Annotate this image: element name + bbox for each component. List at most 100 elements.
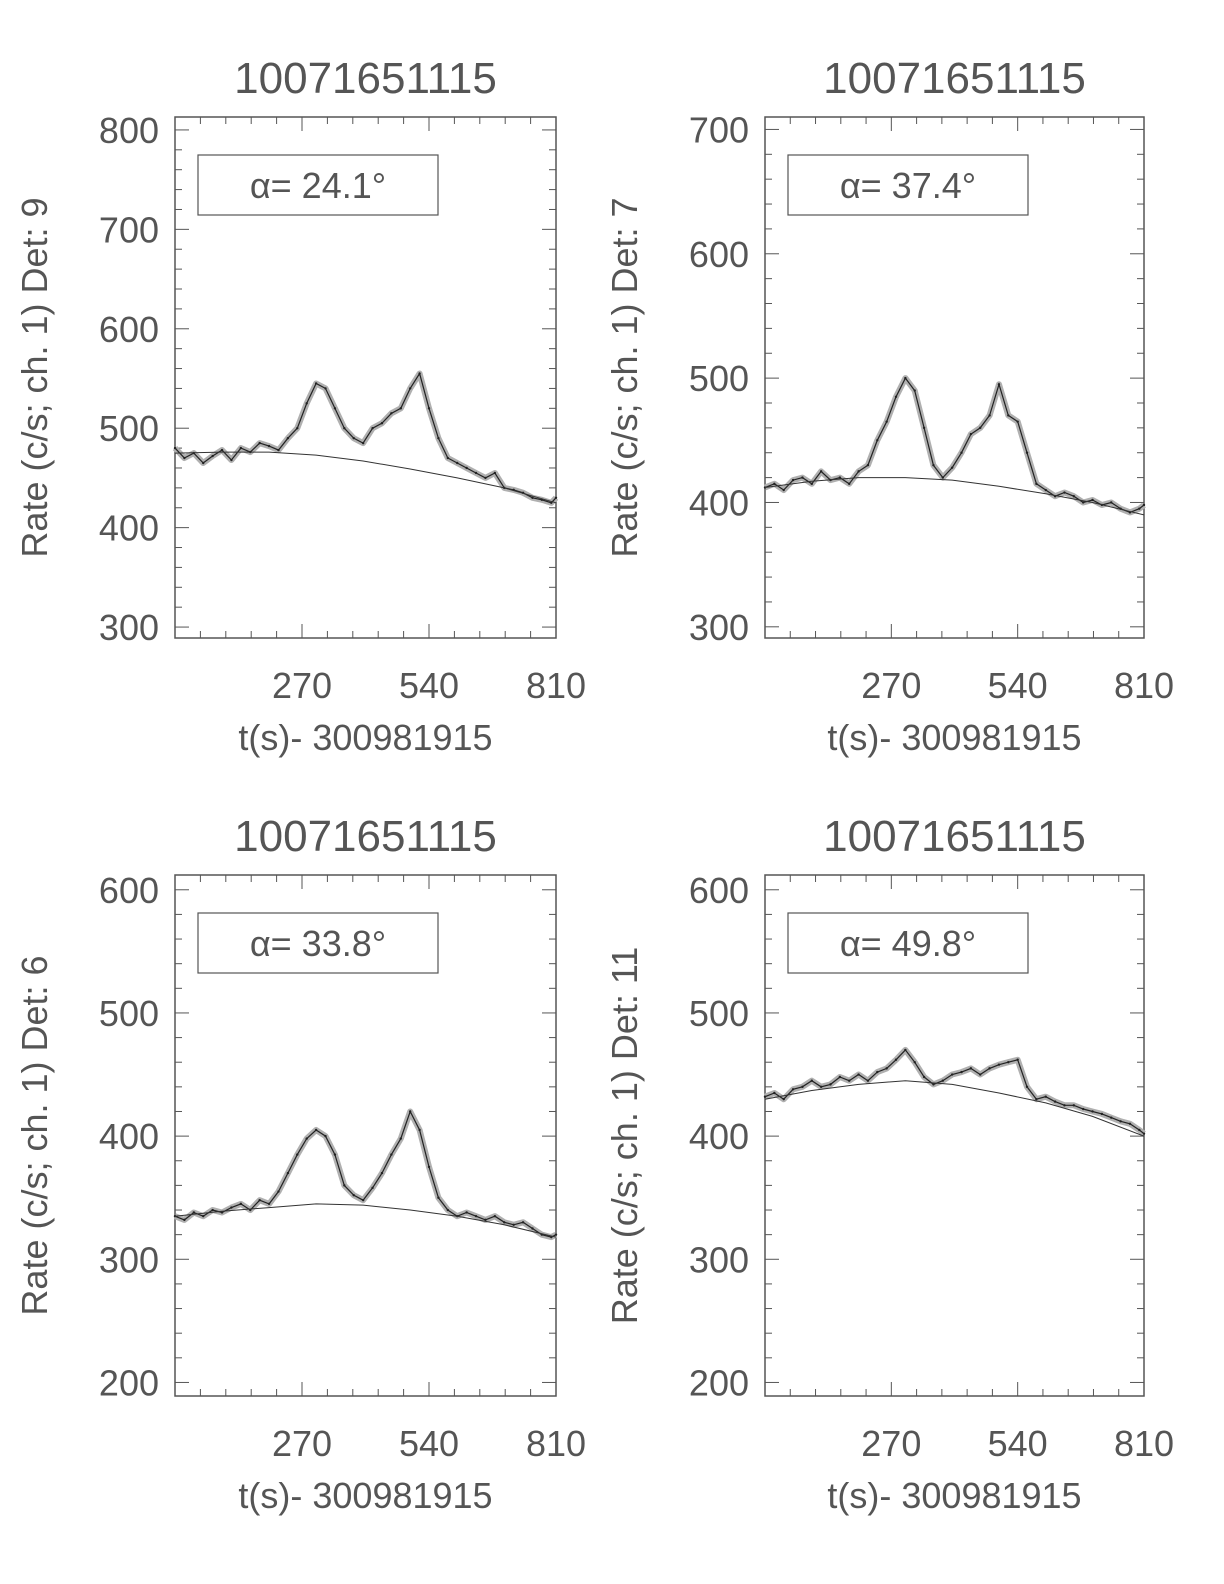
data-point	[810, 482, 813, 486]
y-tick-label: 500	[689, 358, 749, 399]
data-point	[211, 1208, 214, 1212]
data-point	[1063, 491, 1066, 494]
data-point	[418, 1128, 421, 1132]
data-point	[819, 1085, 823, 1089]
data-point	[324, 1134, 327, 1138]
data-point	[296, 427, 299, 430]
plot-frame	[764, 116, 1145, 639]
data-point	[258, 1198, 261, 1202]
data-point	[1091, 1110, 1094, 1113]
annotation-box	[197, 154, 439, 216]
data-point	[202, 461, 205, 465]
data-point	[1044, 1095, 1047, 1098]
chart-title: 10071651115	[234, 54, 497, 103]
x-tick-label: 540	[399, 665, 459, 706]
y-tick-label: 700	[99, 209, 159, 250]
data-point	[371, 427, 374, 430]
data-point	[352, 436, 355, 440]
data-point	[343, 1184, 346, 1187]
y-tick-label: 400	[99, 508, 159, 549]
data-point	[211, 454, 214, 458]
data-point	[305, 402, 308, 405]
data-point	[1053, 1100, 1057, 1103]
data-point	[913, 1061, 916, 1064]
x-tick-label: 810	[1114, 665, 1174, 706]
data-point	[838, 1075, 842, 1079]
data-point	[239, 446, 243, 450]
data-point	[1016, 1058, 1019, 1061]
data-point	[1119, 1120, 1122, 1123]
data-point	[202, 1214, 205, 1218]
y-tick-label: 200	[689, 1362, 749, 1403]
data-point	[791, 1088, 795, 1091]
y-tick-label: 300	[99, 1239, 159, 1280]
data-point	[1072, 495, 1076, 498]
data-point	[1091, 498, 1094, 502]
error-band	[763, 375, 1146, 516]
data-point	[988, 414, 991, 417]
data-point	[446, 1208, 450, 1212]
data-point	[418, 372, 421, 375]
data-point	[913, 389, 916, 392]
error-band	[763, 1046, 1146, 1137]
data-point	[857, 470, 860, 473]
data-point	[465, 466, 468, 470]
data-point	[305, 1137, 308, 1140]
data-point	[399, 1137, 402, 1140]
data-point	[220, 448, 224, 452]
data-point	[848, 1079, 851, 1082]
data-point	[484, 1218, 487, 1222]
data-point	[427, 1165, 431, 1169]
data-point	[1138, 507, 1141, 510]
y-axis-label: Rate (c/s; ch. 1) Det: 6	[14, 955, 55, 1315]
annotation-box	[197, 912, 439, 974]
panel-3: 10071651115 Rate (c/s; ch. 1) Det: 6 t(s)-…	[14, 812, 586, 1516]
data-point	[220, 1211, 224, 1214]
data-point	[408, 1110, 412, 1113]
data-point	[1110, 1116, 1113, 1119]
y-tick-label: 400	[689, 482, 749, 523]
data-point	[1100, 1112, 1104, 1116]
data-point	[1138, 1128, 1141, 1132]
plot-frame	[174, 116, 557, 639]
y-tick-label: 800	[99, 110, 159, 151]
data-point	[960, 1070, 963, 1074]
data-point	[314, 1128, 318, 1132]
data-point	[267, 444, 271, 448]
y-axis-label: Rate (c/s; ch. 1) Det: 7	[604, 197, 645, 557]
data-point	[484, 476, 487, 480]
data-point	[361, 441, 365, 445]
data-point	[230, 458, 233, 462]
data-point	[941, 476, 945, 479]
data-point	[550, 501, 553, 504]
x-tick-label: 810	[526, 665, 586, 706]
data-point	[333, 1153, 337, 1156]
data-point	[1128, 1122, 1132, 1125]
data-point	[1142, 503, 1146, 507]
data-point	[773, 482, 776, 486]
data-point	[437, 436, 440, 440]
data-point	[512, 1223, 515, 1226]
y-tick-label: 500	[99, 993, 159, 1034]
data-point	[782, 488, 785, 492]
data-point	[810, 1079, 813, 1082]
data-point	[829, 1083, 832, 1086]
data-point	[493, 471, 497, 475]
data-point	[866, 463, 870, 467]
data-point	[521, 1221, 525, 1224]
angle-annotation: α= 37.4°	[840, 165, 976, 206]
data-point	[183, 1218, 186, 1222]
y-tick-label: 500	[689, 993, 749, 1034]
panel-4: 10071651115 Rate (c/s; ch. 1) Det: 11 t(s)…	[604, 812, 1174, 1516]
data-point	[390, 412, 393, 415]
chart-title: 10071651115	[823, 812, 1086, 861]
data-point	[950, 466, 954, 469]
data-point	[1072, 1104, 1076, 1107]
data-point	[791, 478, 795, 482]
data-point	[493, 1214, 497, 1218]
background-fit-curve	[174, 451, 557, 504]
data-point	[1081, 501, 1085, 504]
x-axis-label: t(s)- 300981915	[238, 1475, 492, 1516]
data-point	[969, 1067, 973, 1070]
y-tick-label: 400	[689, 1116, 749, 1157]
